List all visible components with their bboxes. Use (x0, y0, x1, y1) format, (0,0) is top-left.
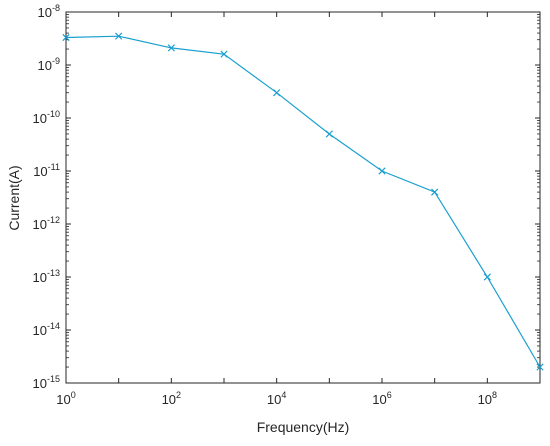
y-tick-label-exponent: -14 (47, 321, 60, 331)
marker-stroke (167, 44, 175, 52)
data-point-marker (62, 33, 70, 42)
marker-stroke (62, 33, 70, 42)
data-point-marker (483, 273, 491, 281)
data-point-marker (536, 363, 544, 371)
x-tick-label-exponent: 0 (71, 390, 76, 400)
y-tick-label-exponent: -8 (52, 3, 60, 13)
y-tick-label: 10-14 (33, 321, 60, 338)
series-group (62, 32, 544, 371)
x-tick-label-base: 10 (56, 392, 70, 407)
y-tick-label-base: 10 (38, 58, 52, 73)
x-tick-label: 102 (162, 390, 181, 407)
y-tick-label-exponent: -9 (52, 56, 60, 66)
data-point-marker (378, 167, 386, 175)
x-tick-label: 106 (372, 390, 391, 407)
x-tick-label: 104 (267, 390, 286, 407)
y-tick-label-exponent: -13 (47, 268, 60, 278)
marker-stroke (536, 363, 544, 371)
x-axis-ticks: 100 102 104 106 108 (56, 12, 541, 407)
marker-stroke (220, 50, 228, 58)
data-point-marker (167, 44, 175, 52)
y-tick-label: 10-12 (33, 215, 60, 232)
x-tick-label-exponent: 4 (281, 390, 286, 400)
x-tick-label-exponent: 6 (387, 390, 392, 400)
data-point-marker (431, 188, 439, 196)
y-tick-label-base: 10 (33, 376, 47, 391)
marker-stroke (325, 130, 333, 138)
data-point-marker (115, 32, 123, 40)
x-tick-label: 108 (478, 390, 497, 407)
marker-stroke (431, 188, 439, 196)
marker-stroke (273, 89, 281, 97)
y-tick-label: 10-15 (33, 374, 60, 391)
marker-stroke (378, 167, 386, 175)
y-tick-label-base: 10 (33, 323, 47, 338)
y-tick-label-base: 10 (33, 111, 47, 126)
y-tick-label-base: 10 (33, 164, 47, 179)
y-tick-label-exponent: -12 (47, 215, 60, 225)
y-tick-label-exponent: -11 (48, 162, 60, 172)
y-tick-label: 10-13 (33, 268, 60, 285)
x-tick-label-base: 10 (267, 392, 281, 407)
y-tick-label: 10-8 (38, 3, 60, 20)
series-line (65, 35, 541, 368)
y-tick-label-base: 10 (38, 5, 52, 20)
y-tick-label-exponent: -10 (47, 109, 60, 119)
x-tick-label-base: 10 (162, 392, 176, 407)
x-tick-label-exponent: 2 (176, 390, 181, 400)
data-point-marker (325, 130, 333, 138)
x-tick-label-base: 10 (372, 392, 386, 407)
x-tick-label-base: 10 (478, 392, 492, 407)
marker-stroke (483, 273, 491, 281)
y-tick-label-base: 10 (33, 217, 47, 232)
x-axis-label: Frequency(Hz) (257, 419, 350, 435)
y-tick-label: 10-10 (33, 109, 60, 126)
y-tick-label: 10-11 (33, 162, 60, 179)
y-axis-label: Current(A) (6, 165, 22, 230)
y-tick-label-exponent: -15 (47, 374, 60, 384)
y-tick-label: 10-9 (38, 56, 60, 73)
data-point-marker (220, 50, 228, 58)
marker-stroke (115, 32, 123, 40)
x-tick-label: 100 (56, 390, 75, 407)
y-tick-label-base: 10 (33, 270, 47, 285)
plot-area (65, 11, 541, 384)
data-point-marker (273, 89, 281, 97)
x-tick-label-exponent: 8 (492, 390, 497, 400)
